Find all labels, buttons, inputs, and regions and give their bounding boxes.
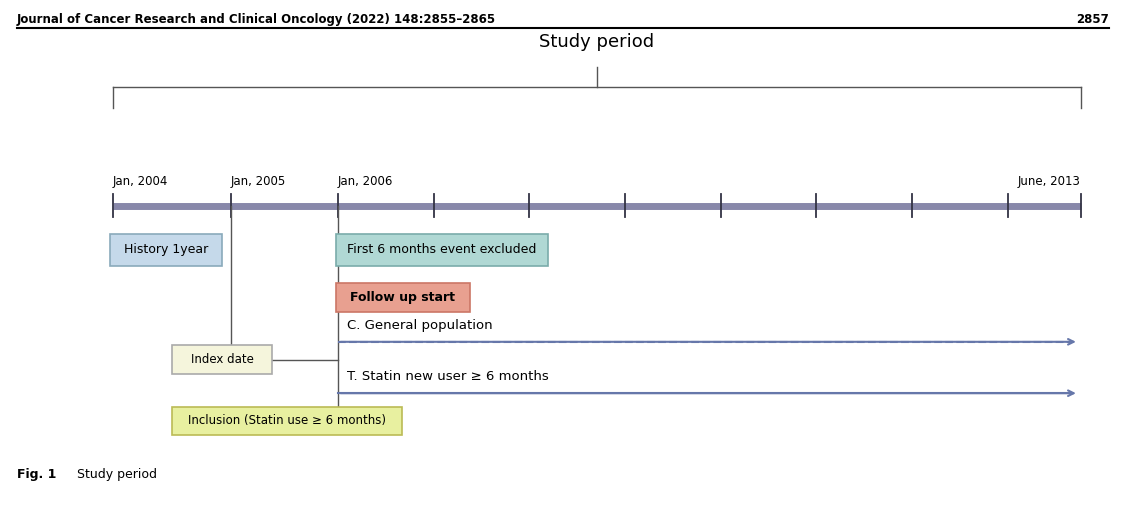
Text: 2857: 2857 [1076, 13, 1109, 26]
Text: Inclusion (Statin use ≥ 6 months): Inclusion (Statin use ≥ 6 months) [188, 414, 386, 428]
Text: Study period: Study period [77, 468, 157, 481]
Text: T. Statin new user ≥ 6 months: T. Statin new user ≥ 6 months [347, 370, 548, 383]
Text: Follow up start: Follow up start [350, 291, 455, 304]
FancyBboxPatch shape [336, 283, 470, 312]
Text: History 1year: History 1year [124, 243, 208, 256]
Text: Jan, 2004: Jan, 2004 [113, 175, 168, 188]
Text: Jan, 2006: Jan, 2006 [338, 175, 393, 188]
Text: Index date: Index date [191, 353, 253, 366]
Text: June, 2013: June, 2013 [1018, 175, 1081, 188]
FancyBboxPatch shape [172, 345, 272, 374]
Text: Study period: Study period [539, 33, 654, 51]
Text: C. General population: C. General population [347, 319, 492, 332]
Text: First 6 months event excluded: First 6 months event excluded [347, 243, 537, 256]
FancyBboxPatch shape [110, 234, 222, 266]
FancyBboxPatch shape [172, 407, 402, 435]
Text: Journal of Cancer Research and Clinical Oncology (2022) 148:2855–2865: Journal of Cancer Research and Clinical … [17, 13, 497, 26]
Text: Jan, 2005: Jan, 2005 [231, 175, 286, 188]
Text: Fig. 1: Fig. 1 [17, 468, 56, 481]
FancyBboxPatch shape [336, 234, 548, 266]
